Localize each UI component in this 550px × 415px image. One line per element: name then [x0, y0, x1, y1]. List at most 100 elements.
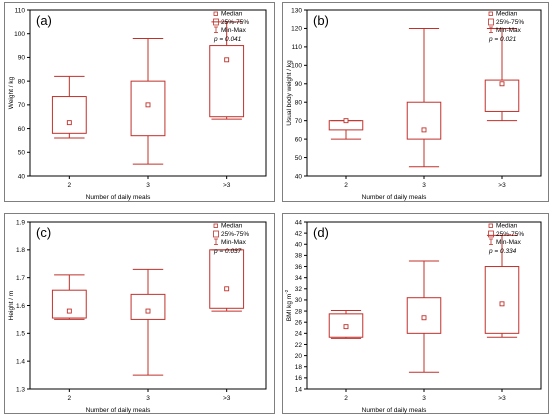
x-tick-label: 2 — [344, 182, 348, 189]
panel-label: (a) — [36, 13, 52, 28]
y-tick-label: 70 — [295, 118, 303, 125]
x-tick-label: 2 — [68, 182, 72, 189]
legend-median-label: Median — [496, 223, 518, 230]
p-value: p = 0.021 — [488, 36, 517, 43]
legend-iqr-label: 25%-75% — [221, 19, 249, 26]
legend-iqr-icon — [488, 230, 494, 238]
chart-panel-2: 40 50 60 70 80 90 100 110 120 130 2 3 >3 Number of da… — [282, 2, 549, 202]
panel-frame — [4, 2, 275, 202]
y-axis-label-superscript: -2 — [284, 289, 289, 293]
legend-median-icon — [488, 223, 493, 228]
y-tick-label: 38 — [295, 253, 303, 260]
box-2 — [328, 310, 364, 339]
y-axis-label: Height / m — [8, 291, 15, 321]
y-axis-label: BMI kg m-2 — [284, 289, 293, 321]
panel-label: (c) — [36, 225, 51, 240]
y-tick-label: 18 — [295, 364, 303, 371]
legend-iqr-icon — [488, 18, 494, 26]
legend-median-icon — [213, 223, 218, 228]
box->3 — [209, 249, 245, 312]
iqr-box — [130, 80, 166, 137]
y-tick-label: 60 — [18, 126, 26, 133]
legend-median-icon — [488, 11, 493, 16]
box-3 — [406, 260, 442, 373]
legend-iqr-label: 25%-75% — [496, 231, 524, 238]
y-tick-label: 1.8 — [16, 247, 25, 254]
y-tick-label: 1.5 — [16, 331, 25, 338]
y-tick-label: 14 — [295, 386, 303, 393]
median-marker — [66, 308, 72, 314]
p-value: p = 0.037 — [213, 248, 242, 255]
legend-iqr-icon — [213, 18, 219, 26]
y-tick-label: 50 — [295, 155, 303, 162]
x-axis-label: Number of daily meals — [86, 194, 151, 201]
x-axis-label: Number of daily meals — [362, 194, 427, 201]
iqr-box — [484, 266, 520, 334]
iqr-box — [328, 313, 364, 338]
y-tick-label: 1.4 — [16, 358, 25, 365]
y-tick-label: 36 — [295, 264, 303, 271]
median-marker — [499, 81, 505, 87]
box->3 — [484, 27, 520, 122]
x-axis-label: Number of daily meals — [86, 407, 151, 414]
iqr-box — [484, 79, 520, 112]
legend-median-label: Median — [496, 11, 518, 18]
y-tick-label: 34 — [295, 275, 303, 282]
y-tick-label: 1.9 — [16, 219, 25, 226]
legend-range-label: Min-Max — [221, 27, 247, 34]
box->3 — [484, 234, 520, 338]
y-tick-label: 22 — [295, 342, 303, 349]
x-tick-label: 3 — [422, 182, 426, 189]
x-tick-label: 3 — [422, 395, 426, 402]
y-tick-label: 110 — [15, 7, 26, 14]
legend-range-label: Min-Max — [496, 239, 522, 246]
box-3 — [406, 27, 442, 168]
y-tick-label: 120 — [291, 26, 302, 33]
iqr-box — [130, 293, 166, 320]
y-tick-label: 100 — [14, 31, 25, 38]
chart-panel-1: 40 50 60 70 80 90 100 110 2 3 >3 Number of daily me… — [4, 2, 275, 202]
chart-panel-4: 14 16 18 20 22 24 26 28 30 32 34 36 38 40 42 44 2 3 >3 Numb… — [282, 213, 549, 414]
panel-frame — [282, 213, 549, 414]
median-marker — [421, 127, 427, 133]
y-tick-label: 1.6 — [16, 303, 25, 310]
legend-median-label: Median — [221, 11, 243, 18]
median-marker — [343, 324, 349, 330]
box-3 — [130, 37, 166, 165]
x-tick-label: >3 — [498, 182, 506, 189]
x-tick-label: 2 — [344, 395, 348, 402]
y-tick-label: 40 — [295, 242, 303, 249]
y-tick-label: 44 — [295, 219, 303, 226]
iqr-box — [51, 289, 87, 319]
x-tick-label: >3 — [498, 395, 506, 402]
legend-range-label: Min-Max — [221, 239, 247, 246]
y-tick-label: 20 — [295, 353, 303, 360]
iqr-box — [209, 249, 245, 309]
y-tick-label: 16 — [295, 375, 303, 382]
iqr-box — [51, 96, 87, 134]
x-tick-label: 3 — [146, 182, 150, 189]
p-value: p = 0.041 — [213, 36, 242, 43]
median-marker — [145, 308, 151, 314]
y-tick-label: 24 — [295, 331, 303, 338]
x-tick-label: 2 — [68, 395, 72, 402]
y-tick-label: 110 — [292, 44, 303, 51]
y-tick-label: 130 — [291, 7, 302, 14]
y-tick-label: 100 — [291, 63, 302, 70]
legend-iqr-label: 25%-75% — [221, 231, 249, 238]
panel-label: (b) — [313, 13, 329, 28]
y-tick-label: 80 — [295, 100, 303, 107]
panel-frame — [282, 2, 549, 202]
box-2 — [328, 118, 364, 140]
x-tick-label: 3 — [146, 395, 150, 402]
panel-label: (d) — [313, 225, 329, 240]
y-tick-label: 32 — [295, 286, 303, 293]
chart-panel-3: 1.3 1.4 1.5 1.6 1.7 1.8 1.9 2 3 >3 Number of daily… — [4, 213, 275, 414]
y-tick-label: 40 — [18, 173, 26, 180]
median-marker — [145, 102, 151, 108]
y-tick-label: 60 — [295, 136, 303, 143]
legend-median-icon — [213, 11, 218, 16]
iqr-box — [406, 297, 442, 334]
